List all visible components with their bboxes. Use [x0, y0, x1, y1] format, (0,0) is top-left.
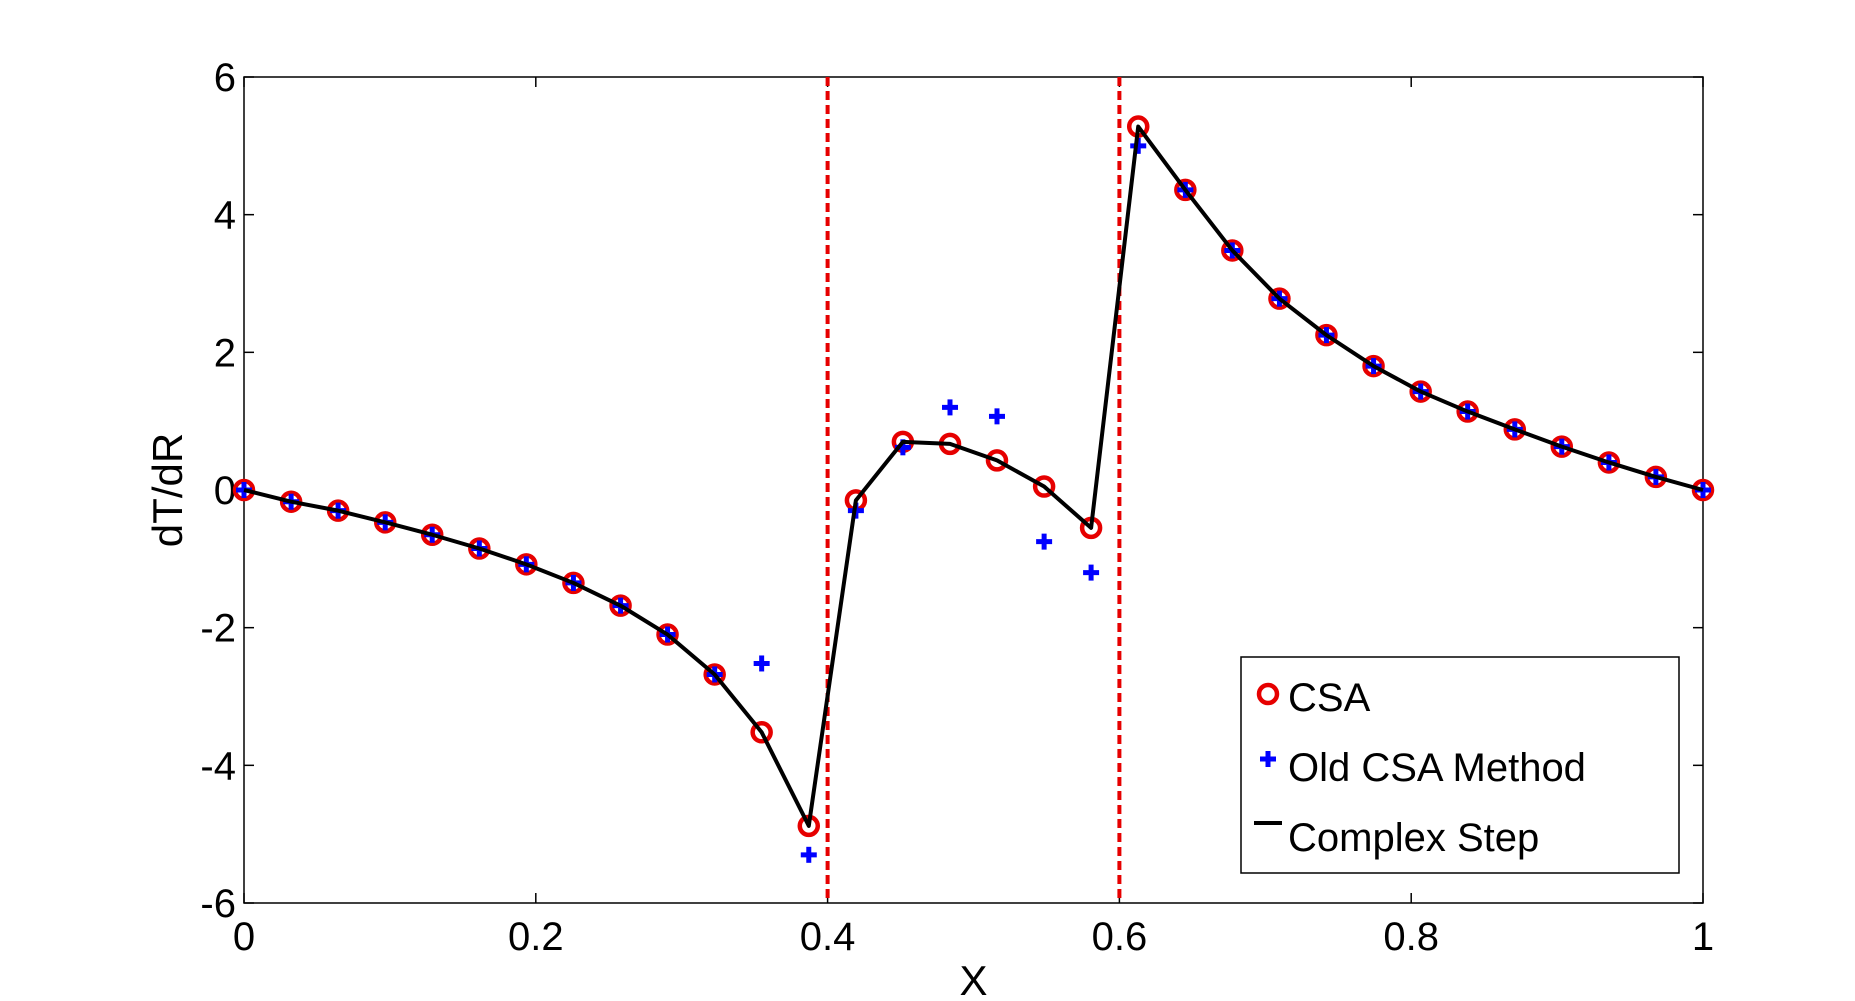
csa-point [750, 721, 773, 744]
csa-point [562, 571, 585, 595]
csa-point [420, 523, 444, 546]
csa-point [373, 511, 397, 534]
old-csa-point [1083, 564, 1100, 581]
old-csa-point [942, 399, 959, 416]
legend-label: Complex Step [1288, 816, 1539, 860]
csa-point [515, 553, 538, 576]
y-tick-label: -4 [200, 744, 236, 788]
legend-entries: CSA Old CSA Method Complex Step [1254, 676, 1586, 860]
csa-point [609, 594, 632, 617]
reference-lines [825, 77, 1122, 903]
csa-point [1032, 475, 1056, 498]
csa-point [1691, 478, 1715, 502]
legend-box [1240, 656, 1680, 874]
csa-point [232, 478, 256, 502]
y-tick-label: -2 [200, 607, 236, 651]
csa-point [1550, 435, 1574, 458]
y-tick-label: 4 [214, 194, 236, 238]
csa-point [1268, 287, 1291, 310]
csa-point [1597, 451, 1621, 474]
old-csa-point [1036, 533, 1053, 550]
axis-ticks: 0 0.2 0.4 0.6 0.8 1 -6 -4 -2 0 2 4 6 [200, 56, 1714, 959]
csa-point [1221, 239, 1244, 262]
csa-point [1456, 400, 1479, 423]
y-axis-label: dT/dR [144, 433, 191, 547]
csa-point [1409, 380, 1432, 403]
legend-label: CSA [1288, 676, 1371, 720]
csa-point [1362, 354, 1385, 378]
csa-point [1315, 323, 1338, 347]
old-csa-point [800, 846, 817, 863]
series-line-complex-step [243, 124, 1704, 828]
legend-label: Old CSA Method [1288, 746, 1586, 790]
x-tick-label: 0.2 [508, 915, 564, 959]
series-layer [232, 115, 1715, 863]
x-tick-label: 0 [233, 915, 255, 959]
legend-marker-csa [1256, 682, 1280, 706]
legend: CSA Old CSA Method Complex Step [1240, 656, 1680, 874]
x-tick-label: 0.4 [800, 915, 856, 959]
csa-point [703, 663, 726, 686]
y-tick-label: 0 [214, 469, 236, 513]
legend-marker-old-csa [1260, 751, 1276, 767]
csa-point [1503, 418, 1527, 441]
old-csa-point [753, 655, 770, 672]
csa-point [656, 623, 679, 646]
x-tick-label: 0.6 [1092, 915, 1148, 959]
csa-point [468, 537, 491, 560]
y-tick-label: 6 [214, 56, 236, 100]
csa-point [1644, 465, 1668, 489]
y-tick-label: 2 [214, 331, 236, 375]
x-axis-label: X [959, 957, 987, 1001]
y-tick-label: -6 [200, 882, 236, 926]
old-csa-point [988, 408, 1005, 425]
csa-point [985, 449, 1009, 472]
x-tick-label: 0.8 [1383, 915, 1439, 959]
csa-point [1174, 178, 1197, 202]
x-tick-label: 1 [1692, 915, 1714, 959]
